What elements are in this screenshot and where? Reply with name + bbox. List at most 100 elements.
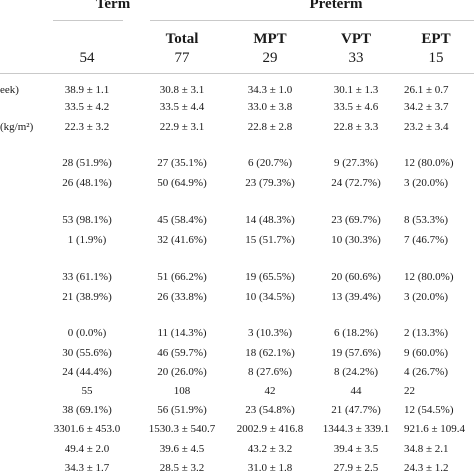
- cell-ept: 24.3 ± 1.2: [404, 462, 449, 474]
- cell-ept: 3 (20.0%): [404, 177, 448, 189]
- cell-vpt: 1344.3 ± 339.1: [322, 423, 390, 435]
- cell-ept: 3 (20.0%): [404, 291, 448, 303]
- count-total: 77: [174, 50, 190, 66]
- cell-term: 38 (69.1%): [62, 404, 112, 416]
- cell-mpt: 23 (54.8%): [245, 404, 295, 416]
- cell-term: 33.5 ± 4.2: [64, 101, 110, 113]
- cell-ept: 12 (54.5%): [404, 404, 454, 416]
- cell-mpt: 23 (79.3%): [245, 177, 295, 189]
- cell-vpt: 39.4 ± 3.5: [333, 443, 379, 455]
- cell-term: 21 (38.9%): [62, 291, 112, 303]
- cell-vpt: 9 (27.3%): [334, 157, 378, 169]
- rule-term: [53, 20, 123, 21]
- cell-total: 28.5 ± 3.2: [159, 462, 205, 474]
- cell-total: 33.5 ± 4.4: [159, 101, 205, 113]
- cell-ept: 34.8 ± 2.1: [404, 443, 449, 455]
- cell-total: 30.8 ± 3.1: [159, 84, 205, 96]
- cell-mpt: 33.0 ± 3.8: [247, 101, 293, 113]
- cell-ept: 26.1 ± 0.7: [404, 84, 449, 96]
- cell-mpt: 3 (10.3%): [248, 327, 292, 339]
- cell-total: 50 (64.9%): [157, 177, 207, 189]
- cell-mpt: 10 (34.5%): [245, 291, 295, 303]
- count-mpt: 29: [262, 50, 278, 66]
- cell-mpt: 42: [264, 385, 276, 397]
- cell-mpt: 18 (62.1%): [245, 347, 295, 359]
- cell-total: 45 (58.4%): [157, 214, 207, 226]
- row-label-bmi: (kg/m²): [0, 121, 34, 133]
- cell-total: 56 (51.9%): [157, 404, 207, 416]
- cell-total: 51 (66.2%): [157, 271, 207, 283]
- cell-ept: 34.2 ± 3.7: [404, 101, 449, 113]
- cell-mpt: 19 (65.5%): [245, 271, 295, 283]
- header-total: Total: [165, 31, 199, 47]
- cell-term: 55: [81, 385, 93, 397]
- cell-term: 0 (0.0%): [67, 327, 107, 339]
- cell-term: 24 (44.4%): [62, 366, 112, 378]
- cell-ept: 9 (60.0%): [404, 347, 448, 359]
- header-term: Term: [95, 0, 131, 12]
- cell-ept: 23.2 ± 3.4: [404, 121, 449, 133]
- cell-mpt: 14 (48.3%): [245, 214, 295, 226]
- cell-total: 11 (14.3%): [157, 327, 207, 339]
- cell-mpt: 34.3 ± 1.0: [247, 84, 293, 96]
- cell-vpt: 22.8 ± 3.3: [333, 121, 379, 133]
- cell-vpt: 23 (69.7%): [331, 214, 381, 226]
- cell-mpt: 43.2 ± 3.2: [247, 443, 293, 455]
- cell-vpt: 27.9 ± 2.5: [333, 462, 379, 474]
- cell-term: 26 (48.1%): [62, 177, 112, 189]
- cell-mpt: 6 (20.7%): [248, 157, 292, 169]
- cell-vpt: 33.5 ± 4.6: [333, 101, 379, 113]
- count-ept: 15: [428, 50, 444, 66]
- header-preterm: Preterm: [309, 0, 363, 12]
- header-vpt: VPT: [341, 31, 371, 47]
- header-ept: EPT: [421, 31, 451, 47]
- cell-term: 28 (51.9%): [62, 157, 112, 169]
- cell-vpt: 44: [350, 385, 362, 397]
- cell-ept: 921.6 ± 109.4: [404, 423, 466, 435]
- row-label-gestational-age: eek): [0, 84, 19, 96]
- cell-term: 38.9 ± 1.1: [64, 84, 110, 96]
- cell-total: 22.9 ± 3.1: [159, 121, 205, 133]
- cell-vpt: 19 (57.6%): [331, 347, 381, 359]
- cell-mpt: 15 (51.7%): [245, 234, 295, 246]
- cell-total: 26 (33.8%): [157, 291, 207, 303]
- cell-total: 27 (35.1%): [157, 157, 207, 169]
- cell-vpt: 8 (24.2%): [334, 366, 378, 378]
- cell-vpt: 30.1 ± 1.3: [333, 84, 379, 96]
- cell-ept: 8 (53.3%): [404, 214, 448, 226]
- cell-total: 1530.3 ± 540.7: [148, 423, 216, 435]
- header-mpt: MPT: [253, 31, 287, 47]
- cell-vpt: 6 (18.2%): [334, 327, 378, 339]
- cell-total: 108: [173, 385, 191, 397]
- cell-vpt: 13 (39.4%): [331, 291, 381, 303]
- cell-ept: 7 (46.7%): [404, 234, 448, 246]
- cell-ept: 4 (26.7%): [404, 366, 448, 378]
- cell-mpt: 2002.9 ± 416.8: [236, 423, 304, 435]
- cell-mpt: 8 (27.6%): [248, 366, 292, 378]
- rule-header-bottom: [0, 73, 474, 74]
- cell-vpt: 20 (60.6%): [331, 271, 381, 283]
- count-term: 54: [79, 50, 95, 66]
- cell-total: 32 (41.6%): [157, 234, 207, 246]
- cell-ept: 12 (80.0%): [404, 271, 454, 283]
- cell-mpt: 22.8 ± 2.8: [247, 121, 293, 133]
- cell-total: 20 (26.0%): [157, 366, 207, 378]
- cell-term: 22.3 ± 3.2: [64, 121, 110, 133]
- count-vpt: 33: [348, 50, 364, 66]
- cell-vpt: 21 (47.7%): [331, 404, 381, 416]
- cell-ept: 22: [404, 385, 415, 397]
- rule-preterm: [150, 20, 474, 21]
- cell-total: 46 (59.7%): [157, 347, 207, 359]
- cell-term: 30 (55.6%): [62, 347, 112, 359]
- cell-term: 49.4 ± 2.0: [64, 443, 110, 455]
- cell-ept: 2 (13.3%): [404, 327, 448, 339]
- cell-term: 34.3 ± 1.7: [64, 462, 110, 474]
- cell-total: 39.6 ± 4.5: [159, 443, 205, 455]
- cell-ept: 12 (80.0%): [404, 157, 454, 169]
- cell-vpt: 24 (72.7%): [331, 177, 381, 189]
- cell-term: 33 (61.1%): [62, 271, 112, 283]
- cell-term: 1 (1.9%): [67, 234, 107, 246]
- cell-mpt: 31.0 ± 1.8: [247, 462, 293, 474]
- cell-term: 53 (98.1%): [62, 214, 112, 226]
- cell-term: 3301.6 ± 453.0: [53, 423, 121, 435]
